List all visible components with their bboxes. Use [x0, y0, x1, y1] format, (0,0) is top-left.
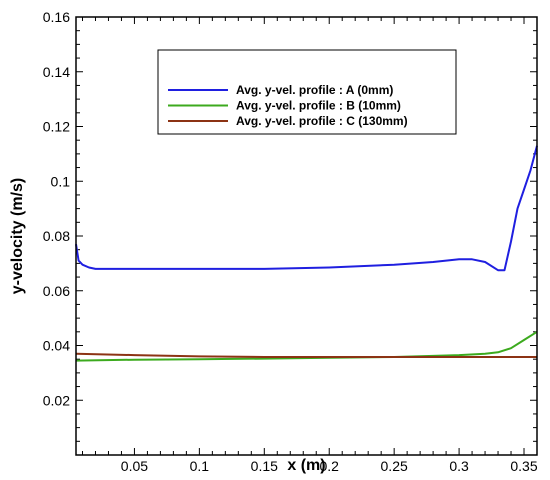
- y-tick-label: 0.06: [43, 283, 70, 299]
- ticks-layer: 0.05 0.1 0.15 0.2 0.25 0.3 0.35 0.02 0.04 0.06 0.0…: [43, 9, 538, 474]
- plot-frame: [75, 16, 538, 456]
- series-line-0: [75, 145, 538, 272]
- x-tick-label: 0.2: [319, 458, 339, 474]
- y-tick-label: 0.12: [43, 119, 70, 135]
- y-tick-label: 0.08: [43, 228, 70, 244]
- y-axis-title: y-velocity (m/s): [9, 178, 26, 294]
- y-tick-label: 0.02: [43, 392, 70, 408]
- legend-label-1: Avg. y-vel. profile : B (10mm): [236, 99, 401, 113]
- x-tick-label: 0.25: [381, 458, 408, 474]
- x-tick-label: 0.3: [449, 458, 469, 474]
- legend-label-0: Avg. y-vel. profile : A (0mm): [236, 83, 393, 97]
- x-tick-label: 0.15: [251, 458, 278, 474]
- series-layer: [75, 145, 538, 362]
- x-axis-title: x (m): [287, 457, 325, 474]
- x-tick-label: 0.35: [510, 458, 537, 474]
- x-tick-label: 0.1: [190, 458, 210, 474]
- y-tick-label: 0.16: [43, 9, 70, 25]
- series-line-2: [75, 352, 537, 358]
- y-tick-label: 0.14: [43, 64, 70, 80]
- y-tick-label: 0.1: [51, 173, 71, 189]
- legend-label-2: Avg. y-vel. profile : C (130mm): [236, 114, 408, 128]
- x-tick-label: 0.05: [121, 458, 148, 474]
- y-tick-label: 0.04: [43, 338, 70, 354]
- legend: Avg. y-vel. profile : A (0mm) Avg. y-vel.…: [157, 49, 457, 135]
- legend-items: Avg. y-vel. profile : A (0mm) Avg. y-vel.…: [168, 83, 408, 128]
